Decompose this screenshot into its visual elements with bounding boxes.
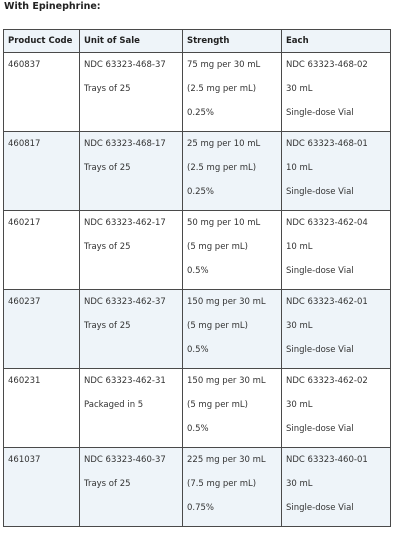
each-cell: NDC 63323-462-02 30 mL Single-dose Vial: [281, 368, 391, 448]
header-product-code: Product Code: [3, 29, 80, 53]
unit-packaging: Packaged in 5: [84, 400, 144, 410]
each-volume: 30 mL: [286, 321, 313, 331]
strength-cell: 225 mg per 30 mL (7.5 mg per mL) 0.75%: [182, 447, 282, 527]
each-volume: 10 mL: [286, 242, 313, 252]
each-container: Single-dose Vial: [286, 187, 354, 197]
each-volume: 30 mL: [286, 84, 313, 94]
each-cell: NDC 63323-462-04 10 mL Single-dose Vial: [281, 210, 391, 290]
unit-of-sale-cell: NDC 63323-460-37 Trays of 25: [79, 447, 183, 527]
each-volume: 10 mL: [286, 163, 313, 173]
product-code: 460817: [8, 139, 41, 149]
product-code: 461037: [8, 455, 41, 465]
each-ndc: NDC 63323-462-02: [286, 376, 368, 386]
each-ndc: NDC 63323-468-01: [286, 139, 368, 149]
unit-of-sale-cell: NDC 63323-468-17 Trays of 25: [79, 131, 183, 211]
unit-ndc: NDC 63323-462-17: [84, 218, 166, 228]
strength-concentration: (5 mg per mL): [187, 321, 248, 331]
table-row: 460217 NDC 63323-462-17 Trays of 25 50 m…: [3, 210, 391, 290]
unit-of-sale-cell: NDC 63323-468-37 Trays of 25: [79, 52, 183, 132]
unit-packaging: Trays of 25: [84, 479, 131, 489]
each-container: Single-dose Vial: [286, 108, 354, 118]
table-header-row: Product Code Unit of Sale Strength Each: [3, 29, 391, 53]
each-container: Single-dose Vial: [286, 503, 354, 513]
product-code-cell: 460231: [3, 368, 80, 448]
each-cell: NDC 63323-460-01 30 mL Single-dose Vial: [281, 447, 391, 527]
each-ndc: NDC 63323-468-02: [286, 60, 368, 70]
product-code: 460837: [8, 60, 41, 70]
strength-total: 50 mg per 10 mL: [187, 218, 261, 228]
product-code: 460231: [8, 376, 41, 386]
strength-concentration: (2.5 mg per mL): [187, 163, 257, 173]
product-code-cell: 460837: [3, 52, 80, 132]
strength-cell: 150 mg per 30 mL (5 mg per mL) 0.5%: [182, 368, 282, 448]
each-cell: NDC 63323-468-02 30 mL Single-dose Vial: [281, 52, 391, 132]
unit-ndc: NDC 63323-462-37: [84, 297, 166, 307]
product-code-cell: 460217: [3, 210, 80, 290]
strength-concentration: (5 mg per mL): [187, 400, 248, 410]
unit-packaging: Trays of 25: [84, 163, 131, 173]
unit-packaging: Trays of 25: [84, 321, 131, 331]
product-code-cell: 461037: [3, 447, 80, 527]
strength-concentration: (2.5 mg per mL): [187, 84, 257, 94]
strength-total: 225 mg per 30 mL: [187, 455, 266, 465]
strength-cell: 75 mg per 30 mL (2.5 mg per mL) 0.25%: [182, 52, 282, 132]
each-ndc: NDC 63323-462-04: [286, 218, 368, 228]
each-ndc: NDC 63323-460-01: [286, 455, 368, 465]
header-each: Each: [281, 29, 391, 53]
strength-concentration: (5 mg per mL): [187, 242, 248, 252]
header-strength: Strength: [182, 29, 282, 53]
unit-packaging: Trays of 25: [84, 84, 131, 94]
strength-percent: 0.5%: [187, 424, 209, 434]
unit-of-sale-cell: NDC 63323-462-37 Trays of 25: [79, 289, 183, 369]
table-row: 460237 NDC 63323-462-37 Trays of 25 150 …: [3, 289, 391, 369]
table-row: 460231 NDC 63323-462-31 Packaged in 5 15…: [3, 368, 391, 448]
strength-cell: 25 mg per 10 mL (2.5 mg per mL) 0.25%: [182, 131, 282, 211]
unit-ndc: NDC 63323-460-37: [84, 455, 166, 465]
product-code-cell: 460817: [3, 131, 80, 211]
unit-ndc: NDC 63323-462-31: [84, 376, 166, 386]
strength-concentration: (7.5 mg per mL): [187, 479, 257, 489]
each-ndc: NDC 63323-462-01: [286, 297, 368, 307]
strength-cell: 150 mg per 30 mL (5 mg per mL) 0.5%: [182, 289, 282, 369]
header-unit-of-sale: Unit of Sale: [79, 29, 183, 53]
strength-percent: 0.25%: [187, 187, 215, 197]
section-heading: With Epinephrine:: [4, 1, 101, 12]
strength-total: 25 mg per 10 mL: [187, 139, 261, 149]
each-cell: NDC 63323-462-01 30 mL Single-dose Vial: [281, 289, 391, 369]
strength-percent: 0.75%: [187, 503, 215, 513]
strength-cell: 50 mg per 10 mL (5 mg per mL) 0.5%: [182, 210, 282, 290]
strength-percent: 0.25%: [187, 108, 215, 118]
each-container: Single-dose Vial: [286, 266, 354, 276]
unit-ndc: NDC 63323-468-17: [84, 139, 166, 149]
each-cell: NDC 63323-468-01 10 mL Single-dose Vial: [281, 131, 391, 211]
strength-percent: 0.5%: [187, 266, 209, 276]
each-container: Single-dose Vial: [286, 424, 354, 434]
each-container: Single-dose Vial: [286, 345, 354, 355]
table-row: 460817 NDC 63323-468-17 Trays of 25 25 m…: [3, 131, 391, 211]
strength-total: 75 mg per 30 mL: [187, 60, 261, 70]
product-code: 460237: [8, 297, 41, 307]
table-row: 461037 NDC 63323-460-37 Trays of 25 225 …: [3, 447, 391, 527]
each-volume: 30 mL: [286, 479, 313, 489]
table-row: 460837 NDC 63323-468-37 Trays of 25 75 m…: [3, 52, 391, 132]
product-table: Product Code Unit of Sale Strength Each …: [3, 29, 391, 527]
strength-total: 150 mg per 30 mL: [187, 297, 266, 307]
unit-packaging: Trays of 25: [84, 242, 131, 252]
strength-percent: 0.5%: [187, 345, 209, 355]
strength-total: 150 mg per 30 mL: [187, 376, 266, 386]
unit-ndc: NDC 63323-468-37: [84, 60, 166, 70]
unit-of-sale-cell: NDC 63323-462-31 Packaged in 5: [79, 368, 183, 448]
product-code: 460217: [8, 218, 41, 228]
product-code-cell: 460237: [3, 289, 80, 369]
unit-of-sale-cell: NDC 63323-462-17 Trays of 25: [79, 210, 183, 290]
each-volume: 30 mL: [286, 400, 313, 410]
